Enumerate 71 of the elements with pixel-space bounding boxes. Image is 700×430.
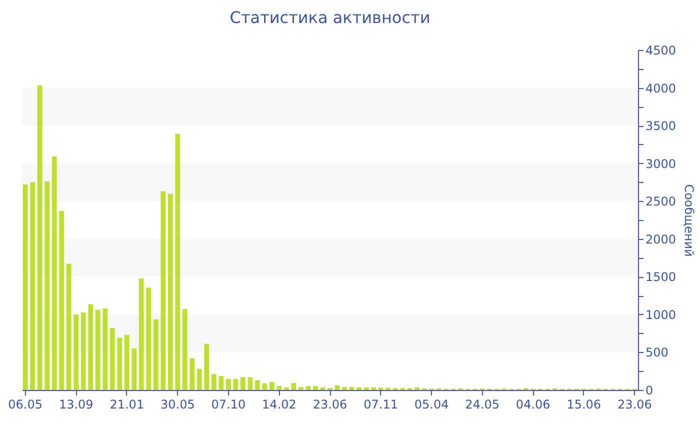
bar xyxy=(298,386,304,390)
x-tick-label: 23.06 xyxy=(312,398,348,412)
bar xyxy=(270,382,274,390)
x-tick-label: 30.05 xyxy=(160,398,195,412)
bar xyxy=(153,319,158,390)
bar xyxy=(88,304,94,390)
bar xyxy=(240,377,246,390)
bar xyxy=(37,86,42,390)
x-tick-label: 15.06 xyxy=(566,398,602,412)
bar xyxy=(291,382,296,390)
bar xyxy=(182,309,188,390)
y-tick-label: 4000 xyxy=(646,81,676,96)
bar xyxy=(204,344,210,390)
bar xyxy=(226,379,231,390)
bar xyxy=(276,386,282,390)
bar xyxy=(138,278,144,390)
y-tick-label: 2500 xyxy=(646,194,676,209)
bar xyxy=(356,387,362,390)
bar xyxy=(233,379,238,390)
x-tick-label: 05.04 xyxy=(414,398,449,412)
bar xyxy=(124,334,130,390)
chart-title: Статистика активности xyxy=(230,8,430,27)
bar xyxy=(255,380,260,390)
x-tick-label: 14.02 xyxy=(262,398,296,412)
bar xyxy=(110,328,115,390)
bar xyxy=(284,387,289,390)
bar xyxy=(313,386,318,390)
bar xyxy=(59,210,64,390)
bar xyxy=(212,374,216,390)
x-tick-label: 13.09 xyxy=(58,398,94,412)
bar xyxy=(95,310,100,390)
bar xyxy=(74,314,79,390)
bar xyxy=(262,383,268,390)
y-tick-label: 1500 xyxy=(646,270,676,284)
bar xyxy=(196,368,202,390)
y-tick-label: 2000 xyxy=(646,232,676,246)
bar xyxy=(52,156,57,390)
x-tick-label: 07.10 xyxy=(211,398,246,412)
bar xyxy=(248,377,253,390)
y-tick-label: 4500 xyxy=(646,44,676,58)
x-tick-label: 21.01 xyxy=(110,398,144,412)
y-tick-label: 0 xyxy=(646,384,654,398)
bar xyxy=(44,181,50,390)
bar xyxy=(190,358,195,390)
bar xyxy=(371,387,376,390)
bar xyxy=(117,338,122,390)
bar xyxy=(414,387,420,390)
x-tick-label: 07.11 xyxy=(364,398,398,412)
bar xyxy=(160,191,166,390)
x-tick-label: 06.05 xyxy=(8,398,43,412)
y-tick-label: 1000 xyxy=(646,308,676,322)
bar xyxy=(146,288,152,390)
y-tick-label: 3500 xyxy=(646,119,676,134)
y-tick-label: 500 xyxy=(646,346,668,360)
bar xyxy=(175,134,180,390)
bar xyxy=(218,376,224,390)
y-axis-title: Сообщений xyxy=(682,184,696,257)
bar xyxy=(66,264,72,390)
x-tick-label: 24.05 xyxy=(465,398,500,412)
bar xyxy=(102,308,108,390)
bar xyxy=(30,182,36,390)
bar xyxy=(22,184,28,390)
bar xyxy=(168,194,173,390)
y-tick-label: 3000 xyxy=(646,156,676,171)
bar xyxy=(342,386,347,390)
bar xyxy=(349,386,354,390)
x-tick-label: 23.06 xyxy=(617,398,652,412)
bar xyxy=(80,312,86,390)
bar xyxy=(132,348,137,390)
bar xyxy=(306,386,311,390)
x-tick-label: 04.06 xyxy=(516,398,550,412)
